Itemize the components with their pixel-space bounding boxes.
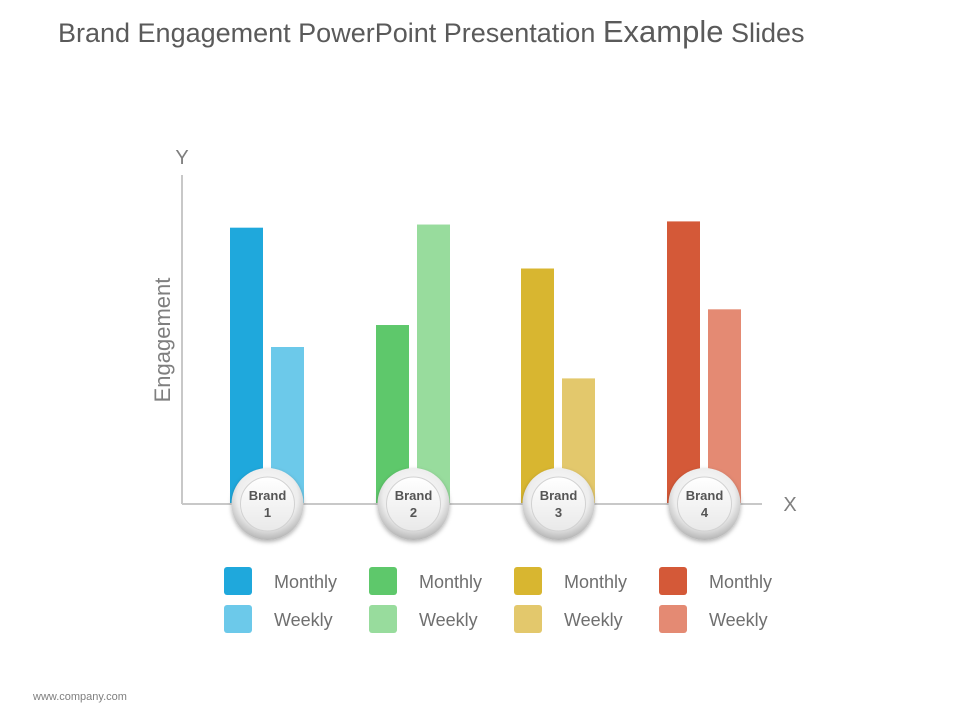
legend-label-monthly-1: Monthly	[274, 572, 337, 592]
legend-swatch-monthly-3	[514, 567, 542, 595]
y-axis-label: Engagement	[150, 278, 175, 403]
legend-swatch-weekly-1	[224, 605, 252, 633]
category-badge-4: Brand 4	[668, 468, 741, 540]
category-badge-3: Brand 3	[522, 468, 595, 540]
legend-label-monthly-2: Monthly	[419, 572, 482, 592]
legend-swatch-monthly-4	[659, 567, 687, 595]
category-badge-2: Brand 2	[377, 468, 450, 540]
x-tick-label-line2: 3	[555, 505, 562, 520]
badge-inner-disc	[531, 476, 586, 532]
category-badge-1: Brand 1	[231, 468, 304, 540]
y-axis-letter: Y	[175, 147, 188, 169]
legend-label-monthly-3: Monthly	[564, 572, 627, 592]
x-tick-label-line2: 4	[701, 505, 709, 520]
badge-inner-disc	[677, 476, 732, 532]
legend-swatch-monthly-1	[224, 567, 252, 595]
title-text-3: Slides	[723, 18, 805, 48]
legend-label-weekly-1: Weekly	[274, 610, 333, 630]
badge-inner-disc	[386, 476, 441, 532]
footer-url: www.company.com	[33, 691, 127, 703]
x-tick-label-line1: Brand	[395, 488, 433, 503]
badge-inner-disc	[240, 476, 295, 532]
x-axis-letter: X	[783, 494, 796, 516]
x-tick-label-line1: Brand	[249, 488, 287, 503]
x-tick-label-line1: Brand	[686, 488, 724, 503]
x-tick-label-line2: 2	[410, 505, 417, 520]
legend-label-weekly-4: Weekly	[709, 610, 768, 630]
legend-swatch-weekly-4	[659, 605, 687, 633]
bar-monthly-3	[521, 268, 554, 504]
legend-label-weekly-2: Weekly	[419, 610, 478, 630]
slide-title: Brand Engagement PowerPoint Presentation…	[58, 14, 805, 50]
legend-label-weekly-3: Weekly	[564, 610, 623, 630]
title-text-1: Brand Engagement PowerPoint Presentation	[58, 18, 603, 48]
bar-monthly-1	[230, 227, 263, 504]
x-tick-label-line1: Brand	[540, 488, 578, 503]
legend-swatch-weekly-3	[514, 605, 542, 633]
legend-swatch-monthly-2	[369, 567, 397, 595]
bar-monthly-4	[667, 221, 700, 504]
title-text-2: Example	[602, 14, 724, 49]
bar-weekly-2	[417, 224, 450, 505]
legend-swatch-weekly-2	[369, 605, 397, 633]
x-tick-label-line2: 1	[264, 505, 271, 520]
legend-label-monthly-4: Monthly	[709, 572, 772, 592]
